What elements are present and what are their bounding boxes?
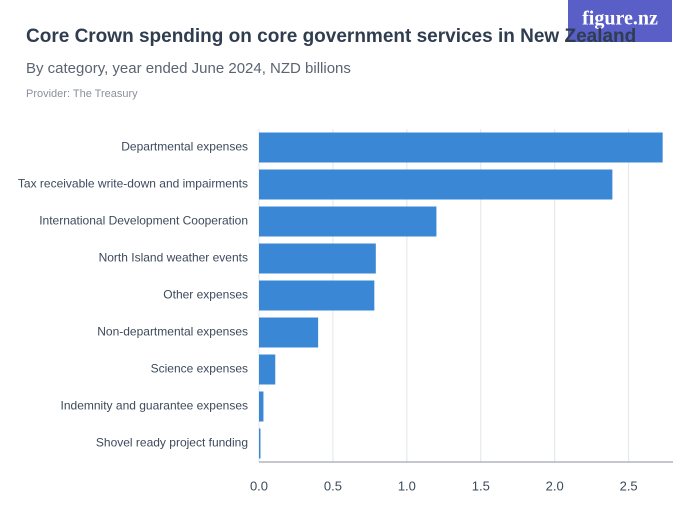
y-tick-label: Tax receivable write-down and impairment… (18, 177, 248, 191)
bar (259, 391, 264, 422)
y-tick-label: Other expenses (163, 288, 248, 302)
y-tick-label: Non-departmental expenses (97, 325, 248, 339)
x-tick-label: 2.5 (620, 478, 638, 493)
bar (259, 428, 261, 459)
y-tick-label: Indemnity and guarantee expenses (61, 399, 248, 413)
bar (259, 132, 663, 163)
y-tick-label: Science expenses (151, 362, 248, 376)
chart-title: Core Crown spending on core government s… (26, 26, 636, 47)
bar (259, 354, 276, 385)
logo-box (568, 0, 672, 42)
y-tick-label: Shovel ready project funding (96, 436, 248, 450)
x-tick-label: 1.0 (398, 478, 416, 493)
y-tick-label: Departmental expenses (121, 140, 248, 154)
logo: figure.nz (582, 8, 658, 30)
x-tick-label: 1.5 (472, 478, 490, 493)
bar (259, 243, 376, 274)
x-tick-label: 2.0 (546, 478, 564, 493)
y-tick-label: North Island weather events (99, 251, 248, 265)
provider: Provider: The Treasury (26, 88, 138, 100)
chart-subtitle: By category, year ended June 2024, NZD b… (26, 60, 351, 77)
x-tick-label: 0.0 (250, 478, 268, 493)
x-tick-label: 0.5 (324, 478, 342, 493)
bar (259, 206, 437, 237)
y-tick-label: International Development Cooperation (39, 214, 248, 228)
bar (259, 280, 375, 311)
bar (259, 169, 613, 200)
bar (259, 317, 319, 348)
